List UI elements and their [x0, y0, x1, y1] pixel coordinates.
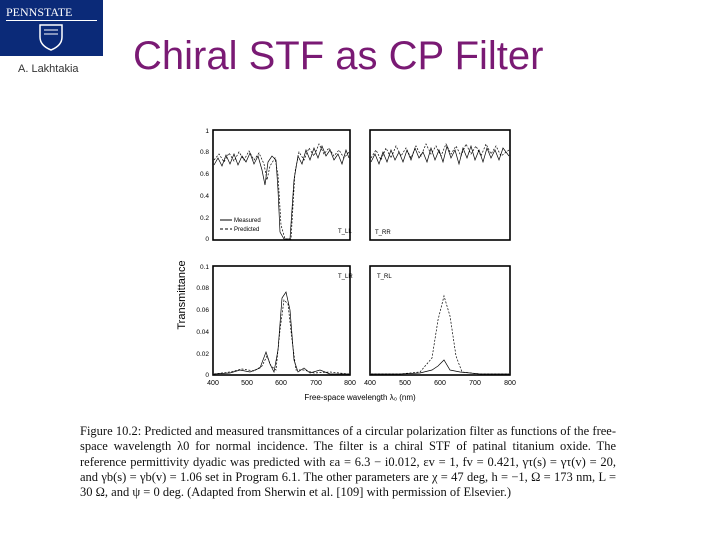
curve-trr-measured [370, 144, 510, 166]
y-tick-bottom-002: 0.02 [196, 351, 209, 358]
legend-measured: Measured [234, 218, 261, 224]
y-tick-bottom-004: 0.04 [196, 329, 209, 336]
panel-label-tlr: T_LR [338, 274, 353, 280]
x-tick-left-500: 500 [241, 380, 253, 387]
author-name: A. Lakhtakia [18, 63, 79, 75]
legend-predicted: Predicted [234, 227, 259, 233]
curve-trl-measured [371, 359, 509, 375]
x-tick-right-600: 600 [434, 380, 446, 387]
panel-label-trr: T_RR [375, 230, 391, 236]
caption-text: Figure 10.2: Predicted and measured tran… [80, 424, 616, 500]
curve-tlr-predicted [213, 299, 350, 375]
x-tick-left-600: 600 [275, 380, 287, 387]
x-tick-left-800: 800 [344, 380, 356, 387]
x-tick-right-500: 500 [399, 380, 411, 387]
y-tick-top-04: 0.4 [200, 193, 209, 200]
panel-label-trl: T_RL [377, 274, 392, 280]
x-tick-left-400: 400 [207, 380, 219, 387]
y-tick-top-02: 0.2 [200, 215, 209, 222]
curve-tll-predicted [213, 143, 350, 240]
shield-icon [39, 24, 63, 51]
figure-caption: Figure 10.2: Predicted and measured tran… [80, 424, 616, 500]
y-tick-top-0: 0 [205, 236, 209, 243]
curve-tlr-measured [213, 291, 349, 375]
x-tick-right-800: 800 [504, 380, 516, 387]
y-tick-bottom-0: 0 [205, 372, 209, 379]
panel-frame-bottom-right [369, 265, 511, 376]
x-tick-left-700: 700 [310, 380, 322, 387]
x-tick-right-700: 700 [469, 380, 481, 387]
logo-wordmark: PENNSTATE [6, 5, 73, 19]
y-tick-top-06: 0.6 [200, 171, 209, 178]
y-tick-top-08: 0.8 [200, 149, 209, 156]
slide-title: Chiral STF as CP Filter [133, 34, 544, 78]
panel-frame-top-left [212, 129, 351, 241]
y-tick-top-1: 1 [205, 128, 209, 135]
curve-tll-measured [213, 144, 350, 240]
panel-frame-top-right [369, 129, 511, 241]
y-tick-bottom-006: 0.06 [196, 307, 209, 314]
y-tick-bottom-01: 0.1 [200, 264, 209, 271]
y-tick-bottom-008: 0.08 [196, 285, 209, 292]
logo-divider [6, 20, 97, 21]
transmittance-figure: Transmittance 1 0.8 0.6 0.4 0.2 0 0.1 0.… [176, 128, 516, 402]
university-logo: PENNSTATE [0, 0, 103, 56]
figure-ylabel: Transmittance [176, 260, 188, 329]
figure-xlabel: Free-space wavelength λ₀ (nm) [304, 393, 416, 402]
panel-label-tll: T_LL [338, 229, 352, 235]
curve-trl-predicted [371, 294, 509, 375]
x-tick-right-400: 400 [364, 380, 376, 387]
panel-frame-bottom-left [212, 265, 351, 376]
